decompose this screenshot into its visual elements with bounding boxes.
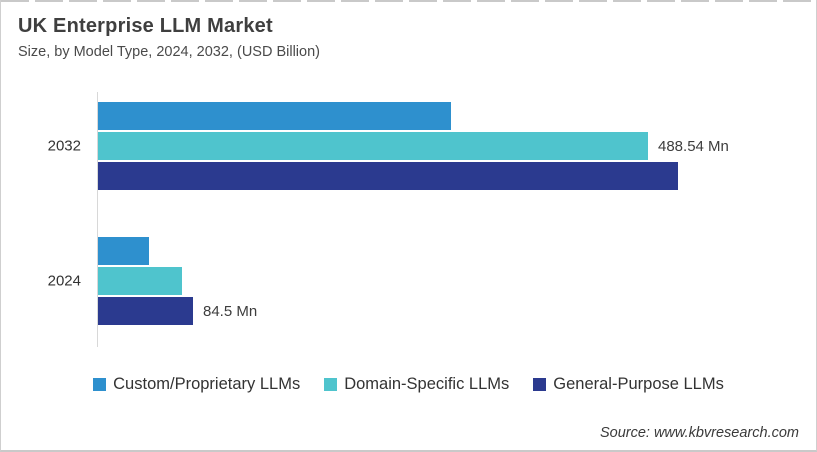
legend-swatch-icon [533,378,547,391]
legend: Custom/Proprietary LLMs Domain-Specific L… [1,375,816,394]
chart-title: UK Enterprise LLM Market [18,15,273,37]
dashed-top-border [1,0,816,2]
legend-swatch-icon [93,378,107,391]
bar-2032-general-purpose-llms [98,162,678,190]
bar-group-2032: 2032 488.54 Mn [48,102,806,190]
bar-2024-custom-proprietary-llms [98,237,149,265]
value-label-2032-domain-specific-llms: 488.54 Mn [658,137,729,155]
bar-row-2024-custom-proprietary-llms [98,237,806,265]
legend-swatch-icon [324,378,338,391]
bar-groups: 2032 488.54 Mn 2024 84.5 Mn [48,102,806,325]
bar-2032-domain-specific-llms [98,132,648,160]
bar-row-2024-domain-specific-llms [98,267,806,295]
value-label-2024-general-purpose-llms: 84.5 Mn [203,302,258,320]
legend-label-custom-proprietary-llms: Custom/Proprietary LLMs [113,375,301,393]
bar-row-2032-custom-proprietary-llms [98,102,806,130]
legend-label-domain-specific-llms: Domain-Specific LLMs [344,375,510,393]
bar-2024-general-purpose-llms [98,297,193,325]
legend-item-general-purpose-llms: General-Purpose LLMs [533,375,724,394]
bar-row-2024-general-purpose-llms: 84.5 Mn [98,297,806,325]
bar-row-2032-general-purpose-llms [98,162,806,190]
bar-row-2032-domain-specific-llms: 488.54 Mn [98,132,806,160]
legend-item-custom-proprietary-llms: Custom/Proprietary LLMs [93,375,300,394]
bar-2024-domain-specific-llms [98,267,182,295]
chart-subtitle: Size, by Model Type, 2024, 2032, (USD Bi… [18,44,320,60]
bar-group-2024: 2024 84.5 Mn [48,237,806,325]
bar-2032-custom-proprietary-llms [98,102,451,130]
category-label-2032: 2032 [47,137,81,155]
legend-item-domain-specific-llms: Domain-Specific LLMs [324,375,509,394]
legend-label-general-purpose-llms: General-Purpose LLMs [553,375,724,393]
y-axis-line [97,92,98,347]
source-text: Source: www.kbvresearch.com [599,425,799,441]
category-label-2024: 2024 [47,272,81,290]
plot-area: 2032 488.54 Mn 2024 84.5 Mn [1,92,816,347]
chart-header: UK Enterprise LLM Market Size, by Model … [18,15,320,60]
